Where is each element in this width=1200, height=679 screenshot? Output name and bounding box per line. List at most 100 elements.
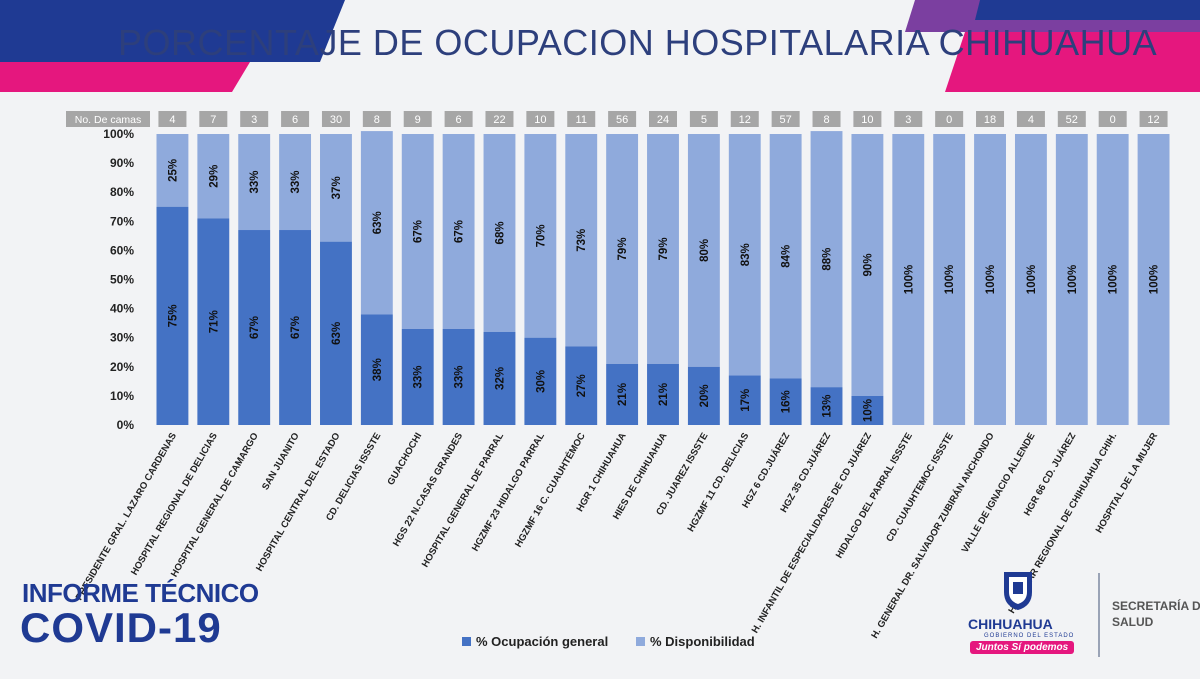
beds-count-box: [199, 111, 228, 127]
data-label-availability: 33%: [249, 170, 261, 193]
beds-count: 57: [780, 114, 792, 126]
bar-availability: [483, 134, 516, 332]
data-label-availability: 80%: [699, 239, 711, 262]
beds-count: 7: [210, 114, 216, 126]
top-left-pink-band: [0, 62, 250, 92]
beds-count-box: [649, 111, 677, 127]
logo-slogan: Juntos Sí podemos: [970, 641, 1075, 654]
data-label-availability: 29%: [208, 165, 220, 188]
beds-count: 12: [739, 114, 751, 126]
x-category-label: GUACHOCHI: [385, 431, 424, 487]
beds-count-box: [485, 111, 514, 127]
data-label-availability: 67%: [413, 220, 425, 243]
data-label-occupancy: 17%: [740, 389, 752, 412]
bar-availability: [320, 134, 352, 242]
x-category-label: HIDALGO DEL PARRAL ISSSTE: [834, 431, 915, 560]
data-label-availability: 90%: [862, 253, 874, 276]
bar-occupancy: [238, 230, 271, 425]
beds-count: 56: [616, 114, 628, 126]
bar-availability: [1014, 134, 1047, 425]
top-right-blue-band: [975, 0, 1200, 20]
bar-occupancy: [728, 375, 761, 425]
bar-occupancy: [320, 241, 352, 425]
beds-count: 3: [905, 114, 911, 126]
data-label-occupancy: 21%: [658, 383, 670, 406]
bar-availability: [360, 131, 393, 315]
beds-count: 22: [493, 114, 505, 126]
bar-availability: [1055, 134, 1088, 425]
beds-count: 4: [169, 114, 175, 126]
beds-count: 8: [823, 114, 829, 126]
data-label-availability: 100%: [903, 265, 915, 294]
data-label-availability: 83%: [740, 243, 752, 266]
beds-count: 6: [456, 114, 462, 126]
beds-count-box: [935, 111, 964, 127]
data-label-occupancy: 38%: [372, 358, 384, 381]
data-label-availability: 84%: [781, 245, 793, 268]
logo-subtitle: GOBIERNO DEL ESTADO: [984, 633, 1075, 639]
beds-count: 24: [657, 114, 669, 126]
bar-occupancy: [687, 366, 720, 425]
bar-occupancy: [810, 387, 843, 425]
bar-occupancy: [565, 346, 598, 425]
x-category-label: HGZMF 16 C. CUAUHTÉMOC: [513, 431, 588, 550]
beds-count-box: [730, 111, 759, 127]
bar-occupancy: [197, 218, 230, 425]
data-label-availability: 100%: [1108, 265, 1120, 294]
legend-occupancy: % Ocupación general: [462, 634, 608, 649]
y-tick-label: 90%: [110, 156, 134, 170]
y-tick-label: 100%: [103, 127, 134, 141]
data-label-occupancy: 20%: [699, 384, 711, 407]
beds-count: 6: [292, 114, 298, 126]
beds-count: 9: [415, 114, 421, 126]
beds-count-box: [240, 111, 269, 127]
x-category-label: HOSPITAL GENERAL DE PARRAL: [420, 431, 506, 570]
legend-swatch-availability: [636, 637, 645, 646]
bar-occupancy: [156, 206, 189, 425]
bar-availability: [156, 134, 189, 207]
report-label: INFORME TÉCNICO: [22, 578, 259, 608]
data-label-availability: 79%: [658, 237, 670, 260]
bar-availability: [728, 134, 761, 376]
bar-availability: [401, 134, 434, 329]
y-tick-label: 10%: [110, 389, 134, 403]
data-label-availability: 88%: [822, 248, 834, 271]
data-label-occupancy: 16%: [781, 390, 793, 413]
bar-availability: [892, 134, 925, 425]
bar-availability: [1137, 134, 1170, 425]
bar-occupancy: [524, 337, 557, 425]
data-label-availability: 25%: [167, 159, 179, 182]
beds-count: 12: [1147, 114, 1159, 126]
beds-count-box: [281, 111, 310, 127]
beds-count: 10: [534, 114, 546, 126]
beds-count-box: [526, 111, 555, 127]
bar-availability: [647, 134, 679, 364]
top-left-blue-band: [0, 0, 345, 62]
data-label-availability: 100%: [1026, 265, 1038, 294]
beds-count-box: [1016, 111, 1045, 127]
data-label-occupancy: 67%: [249, 316, 261, 339]
beds-count: 5: [701, 114, 707, 126]
bar-occupancy: [483, 331, 516, 425]
beds-count-box: [444, 111, 473, 127]
legend-swatch-occupancy: [462, 637, 471, 646]
beds-header-label: No. De camas: [75, 114, 142, 126]
x-category-label: VALLE DE IGNACIO ALLENDE: [960, 431, 1038, 555]
bar-availability: [606, 134, 639, 364]
beds-count-box: [812, 111, 841, 127]
divider: [1098, 573, 1100, 657]
beds-count-box: [976, 111, 1005, 127]
x-category-label: HOSPITAL REGIONAL DE DELICIAS: [129, 431, 220, 577]
data-label-occupancy: 67%: [290, 316, 302, 339]
bar-occupancy: [401, 328, 434, 425]
bar-occupancy: [360, 314, 393, 425]
bar-availability: [810, 131, 843, 388]
bar-occupancy: [442, 328, 475, 425]
data-label-occupancy: 32%: [494, 367, 506, 390]
bar-occupancy: [769, 378, 802, 425]
beds-count-box: [689, 111, 718, 127]
beds-count-box: [362, 111, 391, 127]
beds-count-box: [853, 111, 882, 127]
data-label-availability: 37%: [331, 176, 343, 199]
